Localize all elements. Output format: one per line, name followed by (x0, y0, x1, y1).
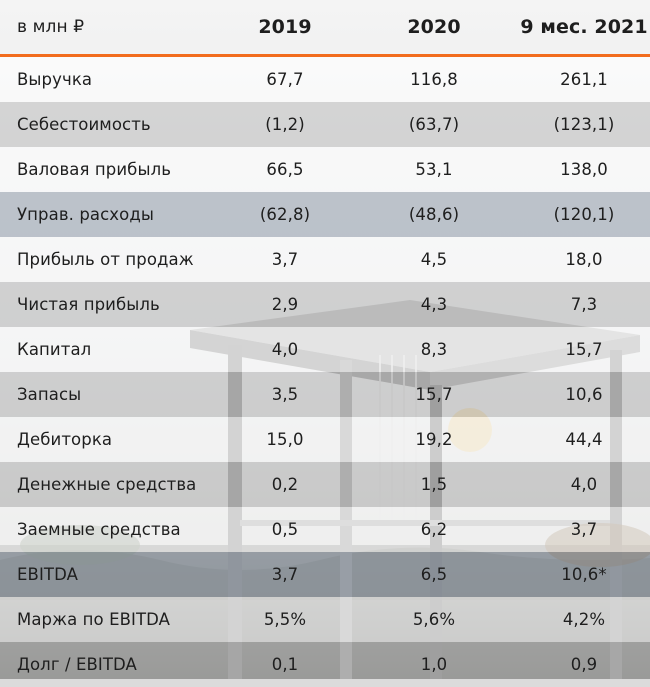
row-label: EBITDA (17, 565, 78, 584)
cell-2020: 116,8 (410, 70, 458, 89)
row-label: Денежные средства (17, 475, 197, 494)
table-row: Долг / EBITDA 0,1 1,0 0,9 (0, 642, 650, 687)
cell-9m-2021: 44,4 (565, 430, 603, 449)
cell-2019: 2,9 (271, 295, 299, 314)
row-label: Управ. расходы (17, 205, 154, 224)
cell-2019: 5,5% (263, 610, 307, 629)
row-label: Выручка (17, 70, 93, 89)
column-header-9m-2021: 9 мес. 2021 (520, 16, 648, 38)
cell-2020: 6,5 (420, 565, 448, 584)
unit-label: в млн ₽ (17, 17, 85, 37)
cell-2019: 66,5 (266, 160, 304, 179)
row-label: Дебиторка (17, 430, 113, 449)
cell-9m-2021: 10,6* (561, 565, 607, 584)
table-row: EBITDA 3,7 6,5 10,6* (0, 552, 650, 597)
table-row: Чистая прибыль 2,9 4,3 7,3 (0, 282, 650, 327)
cell-2020: 1,0 (420, 655, 448, 674)
row-label: Долг / EBITDA (17, 655, 137, 674)
cell-9m-2021: 0,9 (570, 655, 598, 674)
row-label: Себестоимость (17, 115, 151, 134)
cell-2019: 4,0 (271, 340, 299, 359)
cell-2020: 19,2 (415, 430, 453, 449)
table-row: Дебиторка 15,0 19,2 44,4 (0, 417, 650, 462)
table-row: Капитал 4,0 8,3 15,7 (0, 327, 650, 372)
table-row: Заемные средства 0,5 6,2 3,7 (0, 507, 650, 552)
row-label: Прибыль от продаж (17, 250, 194, 269)
cell-9m-2021: 261,1 (560, 70, 608, 89)
cell-9m-2021: 7,3 (570, 295, 598, 314)
cell-2020: 53,1 (415, 160, 453, 179)
table-row: Управ. расходы (62,8) (48,6) (120,1) (0, 192, 650, 237)
table-row: Валовая прибыль 66,5 53,1 138,0 (0, 147, 650, 192)
cell-2020: 15,7 (415, 385, 453, 404)
cell-9m-2021: 10,6 (565, 385, 603, 404)
cell-2019: 0,2 (271, 475, 299, 494)
row-label: Капитал (17, 340, 92, 359)
cell-9m-2021: 18,0 (565, 250, 603, 269)
cell-2020: 4,5 (420, 250, 448, 269)
row-label: Чистая прибыль (17, 295, 160, 314)
cell-2020: 5,6% (412, 610, 456, 629)
cell-2020: (63,7) (408, 115, 460, 134)
table-header: в млн ₽ 2019 2020 9 мес. 2021 (0, 0, 650, 57)
column-header-2019: 2019 (258, 16, 312, 38)
table-row: Денежные средства 0,2 1,5 4,0 (0, 462, 650, 507)
cell-2020: (48,6) (408, 205, 460, 224)
cell-2019: 3,7 (271, 250, 299, 269)
cell-2019: 3,7 (271, 565, 299, 584)
cell-9m-2021: (123,1) (553, 115, 615, 134)
cell-2020: 8,3 (420, 340, 448, 359)
cell-2019: 0,5 (271, 520, 299, 539)
row-label: Заемные средства (17, 520, 181, 539)
cell-9m-2021: 3,7 (570, 520, 598, 539)
cell-9m-2021: (120,1) (553, 205, 615, 224)
row-label: Валовая прибыль (17, 160, 172, 179)
table-row: Запасы 3,5 15,7 10,6 (0, 372, 650, 417)
cell-2019: 15,0 (266, 430, 304, 449)
column-header-2020: 2020 (407, 16, 461, 38)
cell-2019: 67,7 (266, 70, 304, 89)
table-row: Выручка 67,7 116,8 261,1 (0, 57, 650, 102)
cell-9m-2021: 4,0 (570, 475, 598, 494)
cell-2020: 6,2 (420, 520, 448, 539)
cell-2019: 3,5 (271, 385, 299, 404)
row-label: Маржа по EBITDA (17, 610, 171, 629)
cell-2019: 0,1 (271, 655, 299, 674)
cell-2019: (62,8) (259, 205, 311, 224)
cell-2019: (1,2) (265, 115, 305, 134)
cell-9m-2021: 4,2% (562, 610, 606, 629)
table-row: Себестоимость (1,2) (63,7) (123,1) (0, 102, 650, 147)
cell-2020: 1,5 (420, 475, 448, 494)
row-label: Запасы (17, 385, 82, 404)
table-row: Маржа по EBITDA 5,5% 5,6% 4,2% (0, 597, 650, 642)
cell-9m-2021: 15,7 (565, 340, 603, 359)
table-row: Прибыль от продаж 3,7 4,5 18,0 (0, 237, 650, 282)
cell-9m-2021: 138,0 (560, 160, 608, 179)
cell-2020: 4,3 (420, 295, 448, 314)
